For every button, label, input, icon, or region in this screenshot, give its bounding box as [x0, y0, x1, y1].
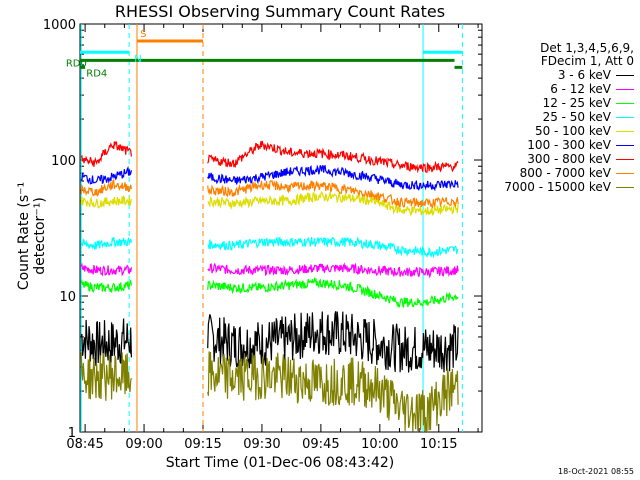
- legend-swatch: [616, 102, 634, 104]
- chart-title: RHESSI Observing Summary Count Rates: [114, 2, 446, 21]
- x-tick-label: 09:45: [302, 437, 339, 452]
- timestamp: 18-Oct-2021 08:55: [558, 467, 634, 476]
- legend-item-label: 3 - 6 keV: [557, 68, 611, 82]
- flag-label-rd0: RD0: [66, 59, 87, 70]
- series-line-7000-15000-kev: [207, 351, 459, 432]
- legend-swatch: [616, 116, 634, 118]
- series-line-3-6-kev: [80, 318, 132, 367]
- legend-item-label: 12 - 25 keV: [542, 96, 611, 110]
- legend-item: 12 - 25 keV: [484, 96, 634, 110]
- legend-item: 800 - 7000 keV: [484, 166, 634, 180]
- y-tick-label: 10: [59, 290, 76, 305]
- series-line-6-12-kev: [207, 262, 459, 279]
- legend-item: 6 - 12 keV: [484, 82, 634, 96]
- x-tick-label: 09:30: [243, 437, 280, 452]
- legend-item: 25 - 50 keV: [484, 110, 634, 124]
- x-tick-label: 10:15: [420, 437, 457, 452]
- series-line-50-100-kev: [207, 191, 459, 216]
- legend-item: 3 - 6 keV: [484, 68, 634, 82]
- series-line-300-800-kev: [207, 140, 459, 174]
- legend-item-label: 50 - 100 keV: [534, 124, 611, 138]
- y-tick-label: 1: [68, 426, 76, 441]
- legend-item: 50 - 100 keV: [484, 124, 634, 138]
- legend-item-label: 25 - 50 keV: [542, 110, 611, 124]
- series-line-300-800-kev: [80, 141, 132, 167]
- series-line-6-12-kev: [80, 262, 132, 277]
- x-tick-label: 09:00: [125, 437, 162, 452]
- series-line-25-50-kev: [80, 236, 132, 251]
- legend-item: 300 - 800 keV: [484, 152, 634, 166]
- legend-item: 7000 - 15000 keV: [484, 180, 634, 194]
- series-line-800-7000-kev: [207, 179, 459, 209]
- legend-item-label: 7000 - 15000 keV: [504, 180, 611, 194]
- series-line-800-7000-kev: [80, 179, 132, 197]
- legend-header-line-1: Det 1,3,4,5,6,9,: [540, 41, 634, 55]
- x-axis-label: Start Time (01-Dec-06 08:43:42): [165, 455, 395, 471]
- legend-swatch: [616, 158, 634, 160]
- legend-swatch: [616, 144, 634, 146]
- flag-label-rd4: RD4: [86, 68, 107, 79]
- y-tick-label: 1000: [43, 18, 76, 33]
- series-line-3-6-kev: [207, 311, 459, 373]
- legend: Det 1,3,4,5,6,9, FDecim 1, Att 0 3 - 6 k…: [484, 42, 634, 194]
- x-tick-label: 09:15: [184, 437, 221, 452]
- plot-frame: [79, 23, 483, 433]
- series-line-100-300-kev: [80, 165, 132, 185]
- legend-item: 100 - 300 keV: [484, 138, 634, 152]
- y-tick-label: 100: [51, 154, 76, 169]
- y-axis-label: Count Rate (s⁻¹ detector⁻¹): [16, 181, 48, 291]
- series-line-100-300-kev: [207, 164, 459, 192]
- legend-item-label: 300 - 800 keV: [527, 152, 611, 166]
- legend-item-label: 100 - 300 keV: [527, 138, 611, 152]
- legend-item-label: 6 - 12 keV: [550, 82, 611, 96]
- legend-swatch: [616, 88, 634, 90]
- legend-swatch: [616, 130, 634, 132]
- flag-label-s: S: [140, 29, 146, 40]
- x-tick-label: 08:45: [66, 437, 103, 452]
- legend-item-label: 800 - 7000 keV: [519, 166, 611, 180]
- legend-swatch: [616, 186, 634, 188]
- series-line-12-25-kev: [207, 276, 459, 309]
- series-line-25-50-kev: [207, 236, 459, 259]
- x-tick-label: 10:00: [361, 437, 398, 452]
- series-line-50-100-kev: [80, 194, 132, 209]
- flag-label-n: N: [134, 54, 141, 65]
- series-line-7000-15000-kev: [80, 352, 132, 401]
- legend-swatch: [616, 74, 634, 76]
- legend-swatch: [616, 172, 634, 174]
- legend-header-line-2: FDecim 1, Att 0: [540, 54, 634, 68]
- series-line-12-25-kev: [80, 279, 132, 293]
